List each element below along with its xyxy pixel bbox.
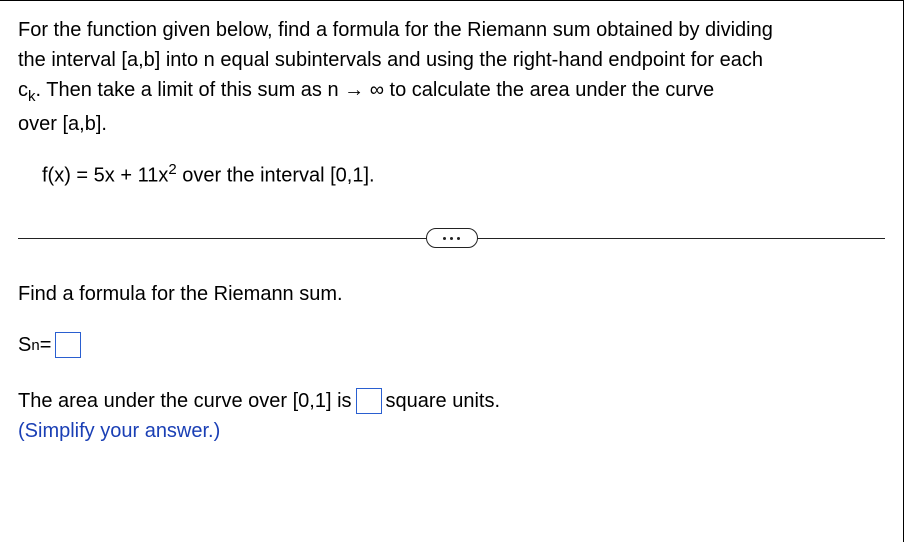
dot-icon: [450, 237, 453, 240]
problem-line-1: For the function given below, find a for…: [18, 15, 885, 45]
sn-eq: =: [40, 334, 52, 357]
sn-n: n: [31, 337, 39, 354]
ck-k: k: [28, 88, 36, 105]
problem-statement: For the function given below, find a for…: [18, 15, 885, 139]
ck-c: c: [18, 79, 28, 101]
section-divider: [18, 227, 885, 249]
dot-icon: [443, 237, 446, 240]
problem-line-3-post: . Then take a limit of this sum as n → ∞…: [36, 79, 715, 101]
equation-exp: 2: [168, 161, 176, 178]
equation-pre: f(x) = 5x + 11x: [42, 164, 168, 186]
problem-line-3: ck. Then take a limit of this sum as n →…: [18, 75, 885, 109]
sn-answer-line: Sn =: [18, 332, 885, 358]
equation-post: over the interval [0,1].: [177, 164, 375, 186]
problem-container: For the function given below, find a for…: [0, 0, 904, 542]
problem-line-4: over [a,b].: [18, 109, 885, 139]
sn-S: S: [18, 334, 31, 357]
sn-input[interactable]: [55, 332, 81, 358]
equation: f(x) = 5x + 11x2 over the interval [0,1]…: [42, 161, 885, 188]
area-input[interactable]: [356, 388, 382, 414]
riemann-prompt: Find a formula for the Riemann sum.: [18, 283, 885, 306]
area-pre: The area under the curve over [0,1] is: [18, 390, 352, 413]
simplify-note: (Simplify your answer.): [18, 420, 885, 443]
area-post: square units.: [386, 390, 501, 413]
expand-button[interactable]: [426, 228, 478, 248]
problem-line-2: the interval [a,b] into n equal subinter…: [18, 45, 885, 75]
dot-icon: [457, 237, 460, 240]
area-answer-line: The area under the curve over [0,1] is s…: [18, 388, 885, 414]
